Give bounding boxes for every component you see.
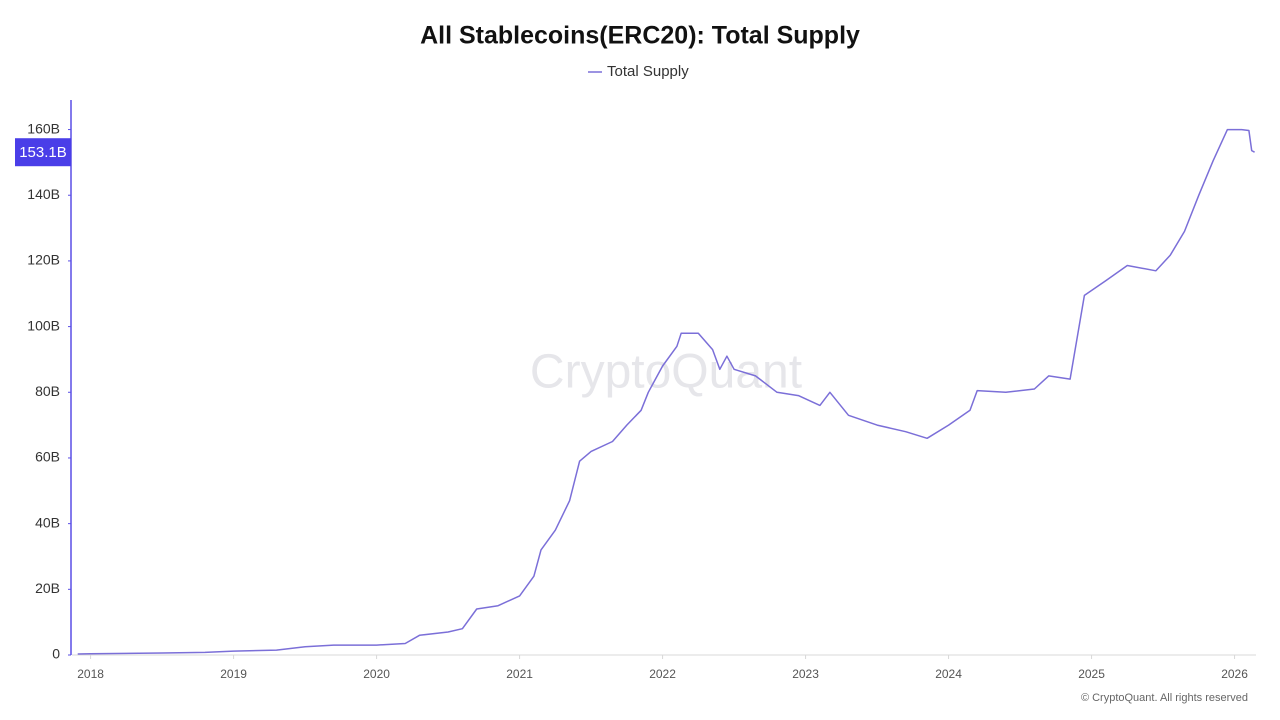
footer: © CryptoQuant. All rights reserved xyxy=(1081,692,1248,704)
x-tick-label: 2018 xyxy=(77,667,104,681)
y-tick-label: 100B xyxy=(27,317,60,333)
y-tick-label: 160B xyxy=(27,120,60,136)
y-tick-label: 140B xyxy=(27,186,60,202)
watermark: CryptoQuant xyxy=(530,346,802,399)
y-tick-label: 80B xyxy=(35,383,60,399)
x-tick-label: 2021 xyxy=(506,667,533,681)
current-value-badge xyxy=(15,138,71,167)
x-tick-label: 2019 xyxy=(220,667,247,681)
y-tick-label: 60B xyxy=(35,449,60,465)
x-tick-label: 2024 xyxy=(935,667,962,681)
chart-title: All Stablecoins(ERC20): Total Supply xyxy=(420,22,860,50)
x-tick-label: 2022 xyxy=(649,667,676,681)
line-series xyxy=(77,128,1255,655)
y-tick-label: 120B xyxy=(27,252,60,268)
x-tick-label: 2025 xyxy=(1078,667,1105,681)
y-tick-label: 0 xyxy=(52,646,60,662)
legend-label: Total Supply xyxy=(607,63,689,80)
y-tick-label: 40B xyxy=(35,514,60,530)
x-tick-label: 2020 xyxy=(363,667,390,681)
x-tick-label: 2026 xyxy=(1221,667,1248,681)
x-tick-label: 2023 xyxy=(792,667,819,681)
current-value-label: 153.1B xyxy=(19,144,67,161)
y-tick-label: 20B xyxy=(35,580,60,596)
